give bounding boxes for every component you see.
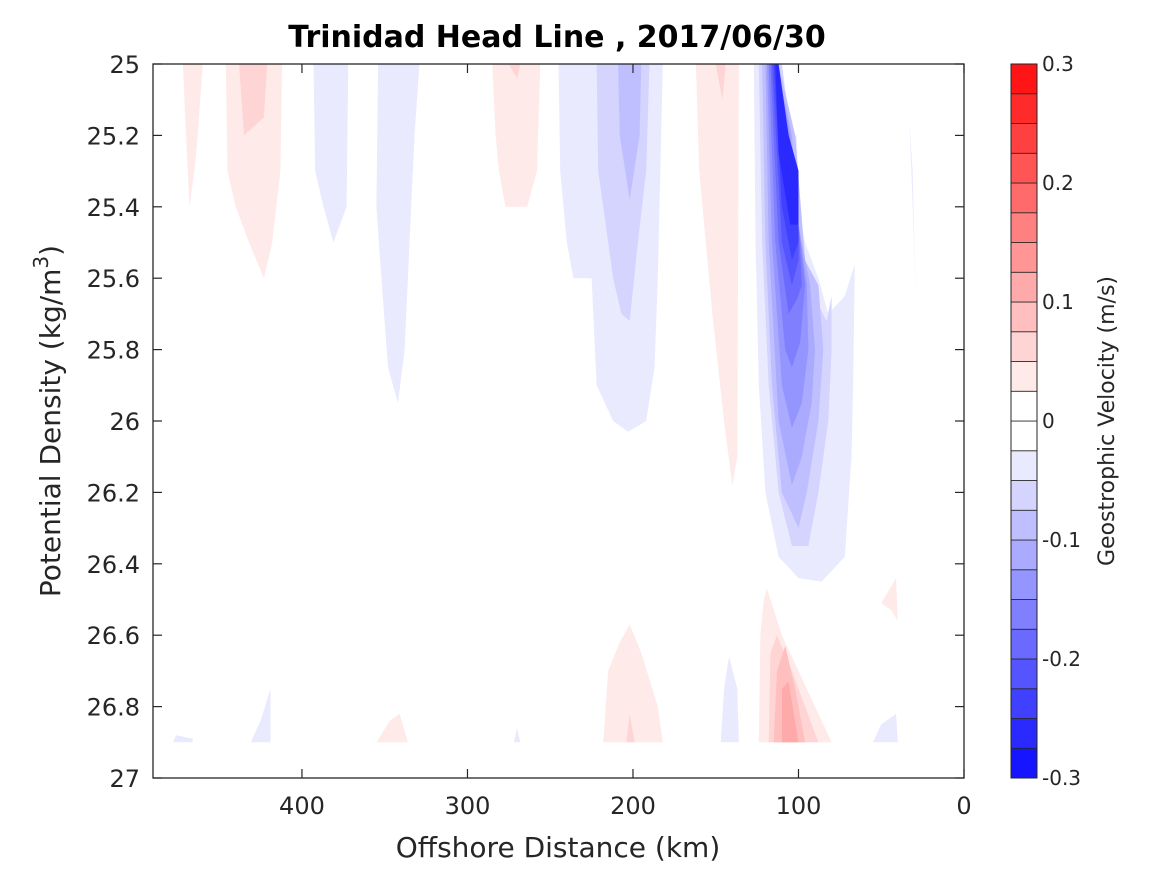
y-axis-title-sup: 3 [29, 256, 53, 269]
colorbar-swatch [1010, 271, 1038, 303]
colorbar-swatch [1010, 599, 1038, 630]
contour-band [225, 64, 283, 279]
contour-band [881, 578, 898, 621]
contour-band [618, 64, 642, 200]
colorbar-swatch [1010, 331, 1038, 362]
colorbar-swatch [1010, 420, 1038, 452]
plot-area: 400 300 200 100 0 25 25.2 25.4 25.6 25.8 26 26.2 26… [87, 51, 972, 820]
colorbar-swatch [1010, 718, 1038, 749]
colorbar-swatch [1010, 242, 1038, 273]
x-tick-label: 200 [610, 792, 656, 820]
y-tick-label: 26.8 [87, 694, 140, 722]
colorbar-swatch [1010, 301, 1038, 333]
colorbar-title: Geostrophic Velocity (m/s) [1095, 276, 1120, 566]
colorbar-swatch [1010, 93, 1038, 124]
y-tick-label: 25.4 [87, 194, 140, 222]
colorbar-tick-label: -0.3 [1042, 766, 1081, 790]
y-tick-label: 25 [109, 51, 140, 79]
colorbar-swatch [1010, 658, 1038, 690]
contour-band [626, 713, 635, 743]
colorbar-tick-label: -0.1 [1042, 528, 1081, 552]
contour-band [508, 64, 521, 79]
contour-band [715, 64, 726, 100]
colorbar-swatch [1010, 747, 1038, 779]
colorbar-swatch [1010, 688, 1038, 719]
chart-title: Trinidad Head Line , 2017/06/30 [288, 20, 825, 55]
colorbar: 0.3 0.2 0.1 0 -0.1 -0.2 -0.3 [1010, 52, 1081, 790]
contour-band [695, 64, 739, 486]
y-tick-label: 26.2 [87, 479, 140, 507]
x-tick-label: 100 [776, 792, 822, 820]
contour-band [250, 688, 271, 743]
colorbar-swatch [1010, 212, 1038, 243]
y-tick-label: 25.8 [87, 337, 140, 365]
colorbar-swatch [1010, 123, 1038, 154]
y-tick-label: 25.6 [87, 265, 140, 293]
colorbar-swatch [1010, 450, 1038, 481]
contour-band [720, 656, 739, 743]
contour-band [172, 735, 193, 743]
colorbar-swatch [1010, 539, 1038, 571]
colorbar-frame [1010, 63, 1038, 779]
colorbar-swatch [1010, 63, 1038, 95]
colorbar-swatch [1010, 480, 1038, 511]
contour-band [376, 64, 420, 404]
contour-band [313, 64, 349, 243]
contour-band [182, 64, 203, 207]
contour-band [603, 624, 663, 743]
x-tick-label: 0 [956, 792, 971, 820]
y-axis: 25 25.2 25.4 25.6 25.8 26 26.2 26.4 26.6 26.8 27 [87, 51, 964, 793]
y-axis-title-base: Potential Density (kg/m [34, 269, 67, 598]
colorbar-tick-label: 0.2 [1042, 171, 1074, 195]
contour-band [376, 713, 408, 743]
x-axis: 400 300 200 100 0 [279, 64, 972, 820]
y-axis-title-tail: ) [34, 245, 67, 256]
x-axis-title: Offshore Distance (km) [396, 831, 721, 864]
contour-band [873, 713, 898, 743]
colorbar-swatch [1010, 361, 1038, 392]
contour-fills [172, 64, 916, 743]
colorbar-tick-label: 0.1 [1042, 290, 1074, 314]
contour-band [781, 681, 799, 743]
x-tick-label: 400 [279, 792, 325, 820]
colorbar-swatch [1010, 569, 1038, 600]
y-tick-label: 26 [109, 408, 140, 436]
x-tick-label: 300 [445, 792, 491, 820]
contour-band [239, 64, 268, 136]
y-axis-title: Potential Density (kg/m3) [29, 245, 67, 597]
y-tick-label: 27 [109, 765, 140, 793]
colorbar-tick-label: 0 [1042, 409, 1055, 433]
contour-band [775, 64, 799, 225]
colorbar-swatch [1010, 628, 1038, 660]
contour-band [492, 64, 541, 207]
colorbar-tick-label: 0.3 [1042, 52, 1074, 76]
colorbar-swatch [1010, 152, 1038, 184]
contour-band [513, 728, 521, 743]
colorbar-swatch [1010, 390, 1038, 422]
colorbar-tick-label: -0.2 [1042, 647, 1081, 671]
y-tick-label: 26.6 [87, 622, 140, 650]
colorbar-swatch [1010, 509, 1038, 541]
colorbar-swatch [1010, 182, 1038, 214]
y-tick-label: 25.2 [87, 122, 140, 150]
y-tick-label: 26.4 [87, 551, 140, 579]
